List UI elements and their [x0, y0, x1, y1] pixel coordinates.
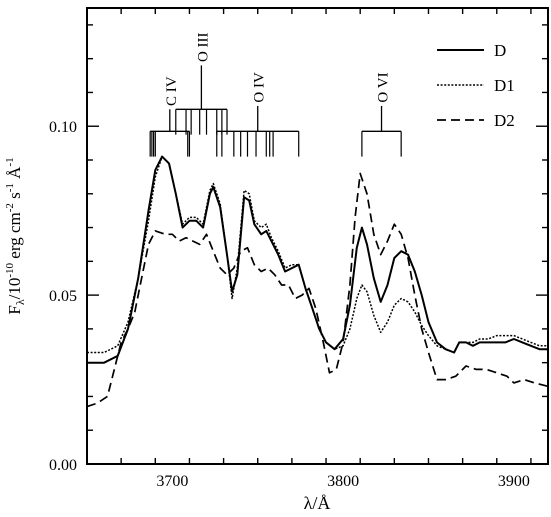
- legend-label-d2: D2: [494, 111, 515, 130]
- y-label-exp-s: -1: [4, 183, 16, 192]
- series-line-d1: [87, 155, 548, 354]
- x-tick-label: 3900: [498, 473, 530, 490]
- y-tick-label: 0.05: [49, 288, 77, 305]
- ion-label-o-iii: O III: [195, 32, 211, 62]
- series-lines: [86, 155, 549, 408]
- y-label-erg: erg cm: [5, 212, 24, 263]
- axis-ticks: [87, 8, 548, 464]
- y-label-scale: /10: [5, 278, 24, 300]
- y-tick-label: 0.10: [49, 119, 77, 136]
- ion-label-o-vi: O VI: [376, 72, 392, 102]
- y-axis-label: Fλ/10-10 erg cm-2 s-1 Å-1: [4, 157, 27, 314]
- x-tick-label: 3700: [156, 473, 188, 490]
- y-label-exp-angstrom: -1: [4, 157, 16, 166]
- y-label-exp-scale: -10: [4, 262, 16, 277]
- tick-labels: 3700 3800 3900 0.00 0.05 0.10: [49, 119, 530, 490]
- x-axis-label: λ/Å: [304, 493, 331, 513]
- y-label-angstrom: Å: [5, 166, 24, 183]
- legend-label-d1: D1: [494, 76, 515, 95]
- legend-label-d: D: [494, 41, 506, 60]
- line-identification-markers: C IV O III O IV O VI: [149, 32, 402, 157]
- y-label-exp-cm: -2: [4, 203, 16, 212]
- y-tick-label: 0.00: [49, 457, 77, 474]
- y-label-lambda: λ: [13, 299, 27, 305]
- plot-frame: [86, 7, 549, 465]
- legend: D D1 D2: [437, 41, 515, 130]
- y-label-s: s: [5, 192, 24, 203]
- series-line-d: [87, 155, 548, 364]
- ion-label-c-iv: C IV: [164, 76, 180, 106]
- x-tick-label: 3800: [327, 473, 359, 490]
- ion-label-o-iv: O IV: [252, 72, 268, 103]
- y-label-f: F: [5, 305, 24, 314]
- series-line-d2: [86, 172, 549, 408]
